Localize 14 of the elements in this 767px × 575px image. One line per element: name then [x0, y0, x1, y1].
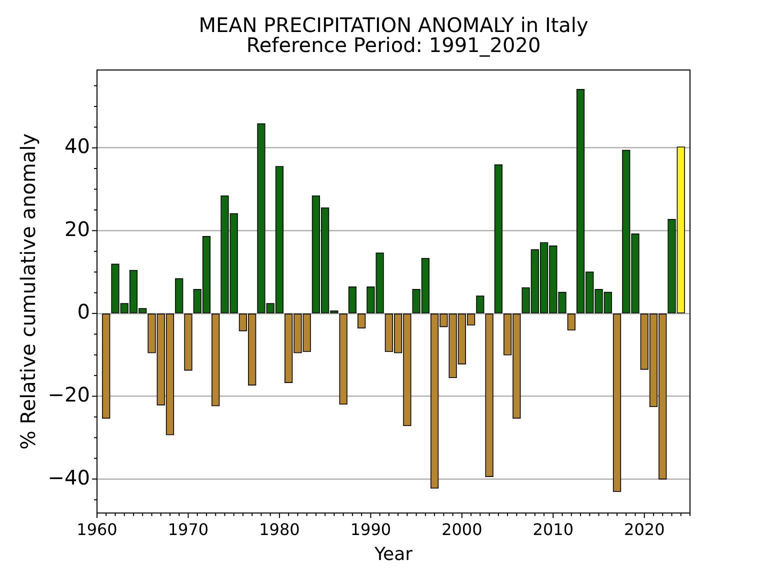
y-tick-label: −20 — [48, 382, 90, 406]
x-tick-label: 1960 — [76, 520, 118, 539]
x-tick-label: 1990 — [350, 520, 392, 539]
x-tick-label: 2000 — [442, 520, 482, 539]
x-axis-title: Year — [373, 544, 414, 565]
x-tick-label: 1970 — [168, 520, 209, 539]
y-tick-label: −40 — [48, 465, 90, 490]
x-tick-label: 2010 — [532, 520, 574, 539]
x-tick-label: 1980 — [259, 520, 300, 539]
y-axis-title: % Relative cumulative anomaly — [16, 133, 40, 450]
y-tick-label: 0 — [77, 300, 90, 324]
x-tick-label: 2020 — [624, 520, 665, 539]
y-tick-label: 40 — [64, 134, 90, 158]
y-tick-label: 20 — [64, 216, 90, 241]
